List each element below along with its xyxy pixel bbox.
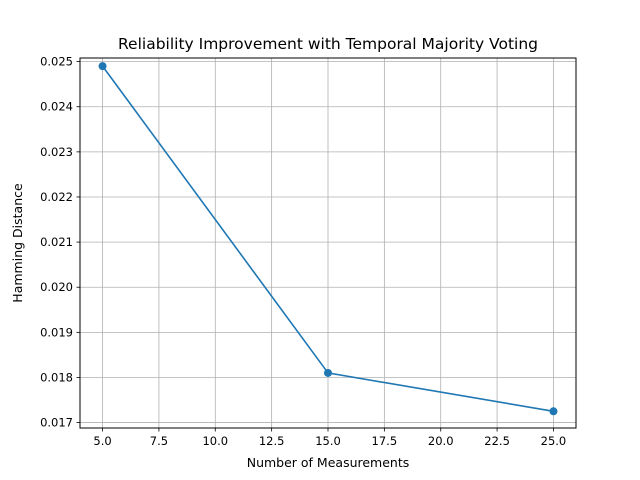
- y-tick-label: 0.025: [40, 55, 73, 69]
- y-tick-label: 0.017: [40, 416, 73, 430]
- y-tick-label: 0.021: [40, 235, 73, 249]
- x-tick-label: 12.5: [259, 434, 285, 448]
- x-tick-label: 15.0: [315, 434, 341, 448]
- grid: [80, 58, 576, 428]
- x-axis-label: Number of Measurements: [247, 455, 410, 470]
- data-point: [549, 407, 558, 416]
- x-tick-label: 17.5: [372, 434, 398, 448]
- x-tick-label: 7.5: [150, 434, 168, 448]
- x-tick-label: 20.0: [428, 434, 454, 448]
- y-axis-label: Hamming Distance: [10, 183, 25, 303]
- data-point: [98, 62, 107, 71]
- x-tick-label: 25.0: [541, 434, 567, 448]
- x-tick-label: 5.0: [93, 434, 111, 448]
- y-tick-label: 0.024: [40, 100, 73, 114]
- chart-title: Reliability Improvement with Temporal Ma…: [118, 35, 538, 53]
- ticks: 5.0 7.5 10.0 12.5 15.0 17.5 20.0 22.5 25.0 0.017 0…: [40, 55, 566, 448]
- y-tick-label: 0.019: [40, 325, 73, 339]
- y-tick-label: 0.022: [40, 190, 73, 204]
- y-tick-label: 0.023: [40, 145, 73, 159]
- series-layer: [98, 62, 558, 416]
- y-tick-label: 0.020: [40, 280, 73, 294]
- x-tick-label: 10.0: [202, 434, 228, 448]
- y-tick-label: 0.018: [40, 370, 73, 384]
- x-tick-label: 22.5: [484, 434, 510, 448]
- data-point: [324, 368, 332, 377]
